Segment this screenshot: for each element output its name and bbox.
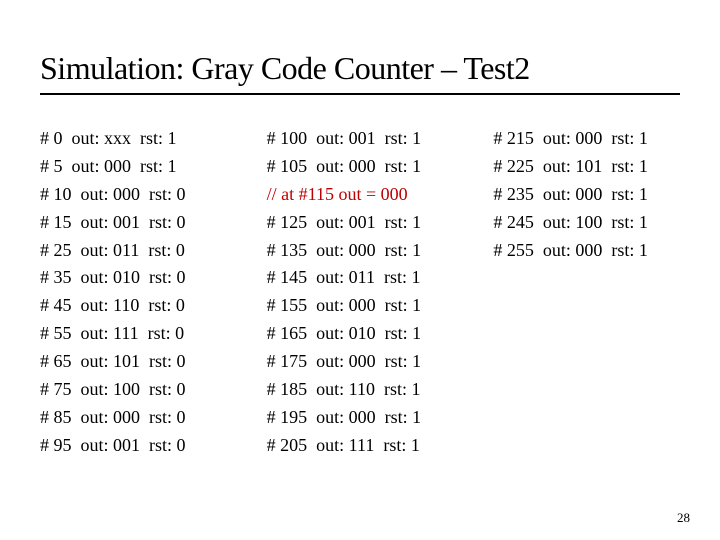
output-row: # 85 out: 000 rst: 0 xyxy=(40,404,227,432)
output-row: # 185 out: 110 rst: 1 xyxy=(267,376,454,404)
output-row: # 45 out: 110 rst: 0 xyxy=(40,292,227,320)
output-row: # 25 out: 011 rst: 0 xyxy=(40,237,227,265)
page-number: 28 xyxy=(677,510,690,526)
output-row: # 10 out: 000 rst: 0 xyxy=(40,181,227,209)
content-columns: # 0 out: xxx rst: 1# 5 out: 000 rst: 1# … xyxy=(40,125,680,460)
output-row: # 35 out: 010 rst: 0 xyxy=(40,264,227,292)
output-row: # 255 out: 000 rst: 1 xyxy=(493,237,680,265)
comment-line: // at #115 out = 000 xyxy=(267,181,454,209)
output-row: # 55 out: 111 rst: 0 xyxy=(40,320,227,348)
output-row: # 145 out: 011 rst: 1 xyxy=(267,264,454,292)
output-row: # 95 out: 001 rst: 0 xyxy=(40,432,227,460)
output-row: # 105 out: 000 rst: 1 xyxy=(267,153,454,181)
output-row: # 100 out: 001 rst: 1 xyxy=(267,125,454,153)
output-row: # 155 out: 000 rst: 1 xyxy=(267,292,454,320)
output-row: # 175 out: 000 rst: 1 xyxy=(267,348,454,376)
column-1: # 0 out: xxx rst: 1# 5 out: 000 rst: 1# … xyxy=(40,125,227,460)
column-3: # 215 out: 000 rst: 1# 225 out: 101 rst:… xyxy=(493,125,680,460)
output-row: # 0 out: xxx rst: 1 xyxy=(40,125,227,153)
output-row: # 245 out: 100 rst: 1 xyxy=(493,209,680,237)
output-row: # 135 out: 000 rst: 1 xyxy=(267,237,454,265)
output-row: # 165 out: 010 rst: 1 xyxy=(267,320,454,348)
output-row: # 235 out: 000 rst: 1 xyxy=(493,181,680,209)
output-row: # 5 out: 000 rst: 1 xyxy=(40,153,227,181)
output-row: # 125 out: 001 rst: 1 xyxy=(267,209,454,237)
column-2: # 100 out: 001 rst: 1# 105 out: 000 rst:… xyxy=(267,125,454,460)
output-row: # 225 out: 101 rst: 1 xyxy=(493,153,680,181)
output-row: # 215 out: 000 rst: 1 xyxy=(493,125,680,153)
output-row: # 75 out: 100 rst: 0 xyxy=(40,376,227,404)
output-row: # 195 out: 000 rst: 1 xyxy=(267,404,454,432)
output-row: # 15 out: 001 rst: 0 xyxy=(40,209,227,237)
output-row: # 205 out: 111 rst: 1 xyxy=(267,432,454,460)
output-row: # 65 out: 101 rst: 0 xyxy=(40,348,227,376)
slide-title: Simulation: Gray Code Counter – Test2 xyxy=(40,50,680,95)
